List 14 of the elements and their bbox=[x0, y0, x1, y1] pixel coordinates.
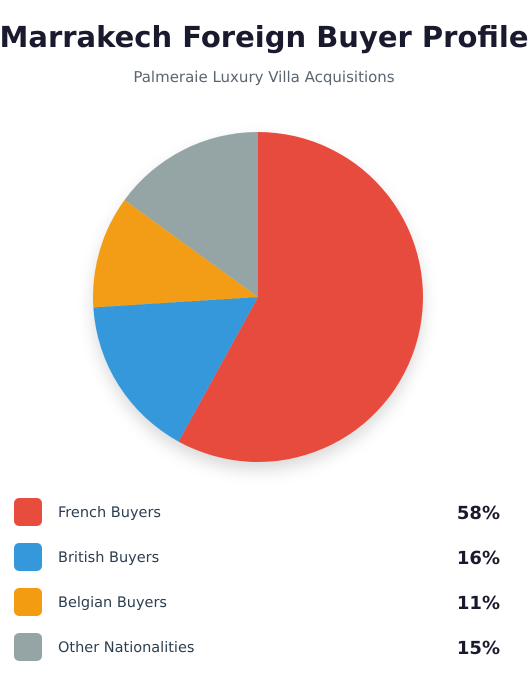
legend-label: Other Nationalities bbox=[58, 640, 194, 656]
data-label: 58% bbox=[456, 503, 500, 524]
legend-label: Belgian Buyers bbox=[58, 595, 167, 611]
legend-label: British Buyers bbox=[58, 550, 160, 566]
pie-slice bbox=[93, 297, 258, 442]
data-label: 16% bbox=[456, 548, 500, 569]
chart-title: Marrakech Foreign Buyer Profile bbox=[0, 20, 528, 54]
chart-subtitle: Palmeraie Luxury Villa Acquisitions bbox=[133, 68, 395, 86]
pie-slice bbox=[178, 132, 423, 462]
pie-slice bbox=[93, 200, 258, 308]
data-label: 15% bbox=[456, 638, 500, 659]
pie-slice bbox=[124, 132, 258, 297]
data-label: 11% bbox=[456, 593, 500, 614]
legend-label: French Buyers bbox=[58, 505, 161, 521]
